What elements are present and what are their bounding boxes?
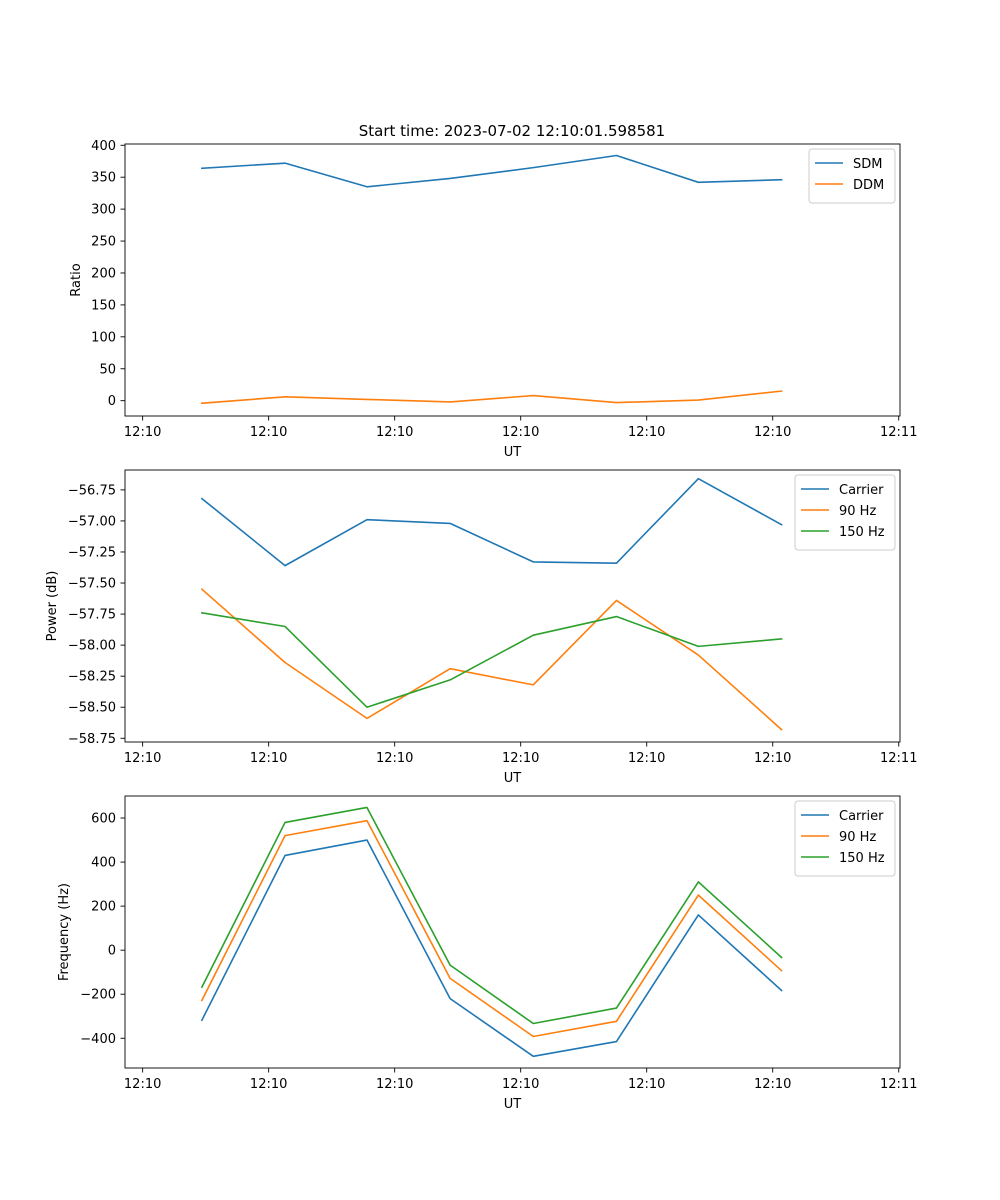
x-tick-label: 12:10 (376, 751, 413, 766)
y-tick-label: −400 (80, 1032, 116, 1047)
chart-panel-3: 12:10 12:10 12:10 12:10 12:10 12:10 12:11 −400 −… (57, 795, 917, 1112)
y-tick-label: −56.75 (68, 483, 116, 498)
x-tick-label: 12:11 (880, 1077, 917, 1092)
x-tick-label: 12:10 (754, 751, 791, 766)
y-tick-label: 200 (91, 900, 116, 915)
x-tick-label: 12:10 (376, 1077, 413, 1092)
x-tick-label: 12:10 (628, 1077, 665, 1092)
x-tick-label: 12:10 (502, 425, 539, 440)
axes-frame (124, 143, 901, 417)
series-line-90-hz (200, 588, 783, 731)
x-tick-label: 12:10 (124, 1077, 161, 1092)
x-tick-label: 12:11 (880, 425, 917, 440)
y-tick-label: −58.25 (68, 670, 116, 685)
figure-title: Start time: 2023-07-02 12:10:01.598581 (359, 122, 665, 140)
legend-label: 150 Hz (839, 851, 885, 866)
x-axis-label: UT (504, 1097, 522, 1112)
legend-label: 90 Hz (839, 504, 876, 519)
x-tick-label: 12:10 (502, 1077, 539, 1092)
y-axis-label: Power (dB) (45, 571, 60, 642)
legend: Carrier 90 Hz 150 Hz (794, 474, 896, 551)
legend: Carrier 90 Hz 150 Hz (794, 800, 896, 877)
y-tick-label: 300 (91, 203, 116, 218)
x-tick-label: 12:11 (880, 751, 917, 766)
x-tick-label: 12:10 (628, 751, 665, 766)
series-line-150-hz (200, 806, 783, 1025)
x-axis-label: UT (504, 445, 522, 460)
x-tick-label: 12:10 (250, 1077, 287, 1092)
series-line-carrier (200, 477, 783, 567)
legend-label: 150 Hz (839, 525, 885, 540)
y-tick-label: 600 (91, 812, 116, 827)
y-tick-label: −58.00 (68, 639, 116, 654)
legend-label: DDM (853, 178, 884, 193)
y-tick-label: −57.00 (68, 514, 116, 529)
y-tick-label: 200 (91, 266, 116, 281)
y-tick-label: −57.25 (68, 545, 116, 560)
y-tick-label: −58.75 (68, 732, 116, 747)
y-axis-label: Ratio (69, 263, 84, 296)
x-tick-label: 12:10 (376, 425, 413, 440)
x-tick-label: 12:10 (250, 751, 287, 766)
legend-label: Carrier (839, 809, 884, 824)
x-tick-label: 12:10 (250, 425, 287, 440)
y-tick-label: 350 (91, 171, 116, 186)
y-tick-label: 150 (91, 298, 116, 313)
axes-frame (124, 795, 901, 1069)
y-tick-label: −57.75 (68, 608, 116, 623)
axes-frame (124, 469, 901, 743)
y-axis-label: Frequency (Hz) (57, 883, 72, 981)
series-line-90-hz (200, 819, 783, 1038)
y-tick-label: 50 (99, 362, 116, 377)
x-axis-label: UT (504, 771, 522, 786)
legend-label: 90 Hz (839, 830, 876, 845)
legend-label: SDM (853, 157, 882, 172)
y-tick-label: 0 (108, 394, 116, 409)
y-tick-label: 250 (91, 235, 116, 250)
y-tick-label: 400 (91, 856, 116, 871)
y-tick-label: −57.50 (68, 577, 116, 592)
series-line-ddm (201, 390, 783, 405)
legend: SDM DDM (808, 148, 896, 204)
x-tick-label: 12:10 (628, 425, 665, 440)
x-tick-label: 12:10 (502, 751, 539, 766)
x-tick-label: 12:10 (754, 1077, 791, 1092)
x-tick-label: 12:10 (124, 751, 161, 766)
y-tick-label: 100 (91, 330, 116, 345)
y-tick-label: −200 (80, 988, 116, 1003)
series-line-150-hz (200, 611, 783, 709)
chart-panel-1: 12:10 12:10 12:10 12:10 12:10 12:10 12:11 0 50 10… (69, 139, 917, 460)
legend-label: Carrier (839, 483, 884, 498)
y-tick-label: 400 (91, 139, 116, 154)
series-line-carrier (200, 839, 783, 1058)
x-tick-label: 12:10 (124, 425, 161, 440)
y-tick-label: 0 (108, 944, 116, 959)
chart-panel-2: 12:10 12:10 12:10 12:10 12:10 12:10 12:11 −58.7… (45, 469, 917, 786)
x-tick-label: 12:10 (754, 425, 791, 440)
series-line-sdm (201, 154, 783, 188)
y-tick-label: −58.50 (68, 701, 116, 716)
